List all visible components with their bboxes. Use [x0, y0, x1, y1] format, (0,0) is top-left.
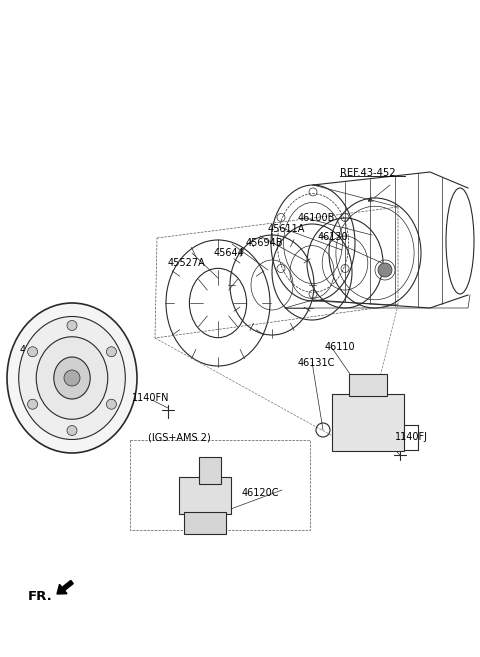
Text: 45527A: 45527A [168, 258, 206, 268]
FancyBboxPatch shape [184, 512, 226, 534]
Text: 45611A: 45611A [268, 224, 305, 234]
Circle shape [107, 399, 117, 409]
Circle shape [27, 399, 37, 409]
Ellipse shape [7, 303, 137, 453]
Ellipse shape [19, 317, 125, 440]
Circle shape [67, 321, 77, 330]
Circle shape [67, 426, 77, 436]
Text: 1140FN: 1140FN [132, 393, 169, 403]
Ellipse shape [54, 357, 90, 399]
FancyBboxPatch shape [349, 374, 387, 396]
FancyBboxPatch shape [199, 457, 221, 484]
Circle shape [378, 263, 392, 277]
Text: 46100B: 46100B [298, 213, 336, 223]
Text: 45694B: 45694B [246, 238, 284, 248]
Text: 46130: 46130 [318, 232, 348, 242]
FancyArrow shape [57, 580, 73, 594]
Circle shape [64, 370, 80, 386]
Ellipse shape [36, 337, 108, 419]
Text: 45644: 45644 [214, 248, 245, 258]
Circle shape [107, 347, 117, 357]
Text: 45100: 45100 [20, 345, 51, 355]
Text: FR.: FR. [28, 590, 53, 603]
Text: 46131C: 46131C [298, 358, 336, 368]
Text: REF.43-452: REF.43-452 [340, 168, 396, 178]
Text: 46120C: 46120C [242, 488, 279, 498]
Text: (IGS+AMS 2): (IGS+AMS 2) [148, 432, 211, 442]
FancyBboxPatch shape [179, 477, 231, 514]
Text: 46110: 46110 [325, 342, 356, 352]
Text: 1140FJ: 1140FJ [395, 432, 428, 442]
FancyBboxPatch shape [332, 394, 404, 451]
Circle shape [27, 347, 37, 357]
